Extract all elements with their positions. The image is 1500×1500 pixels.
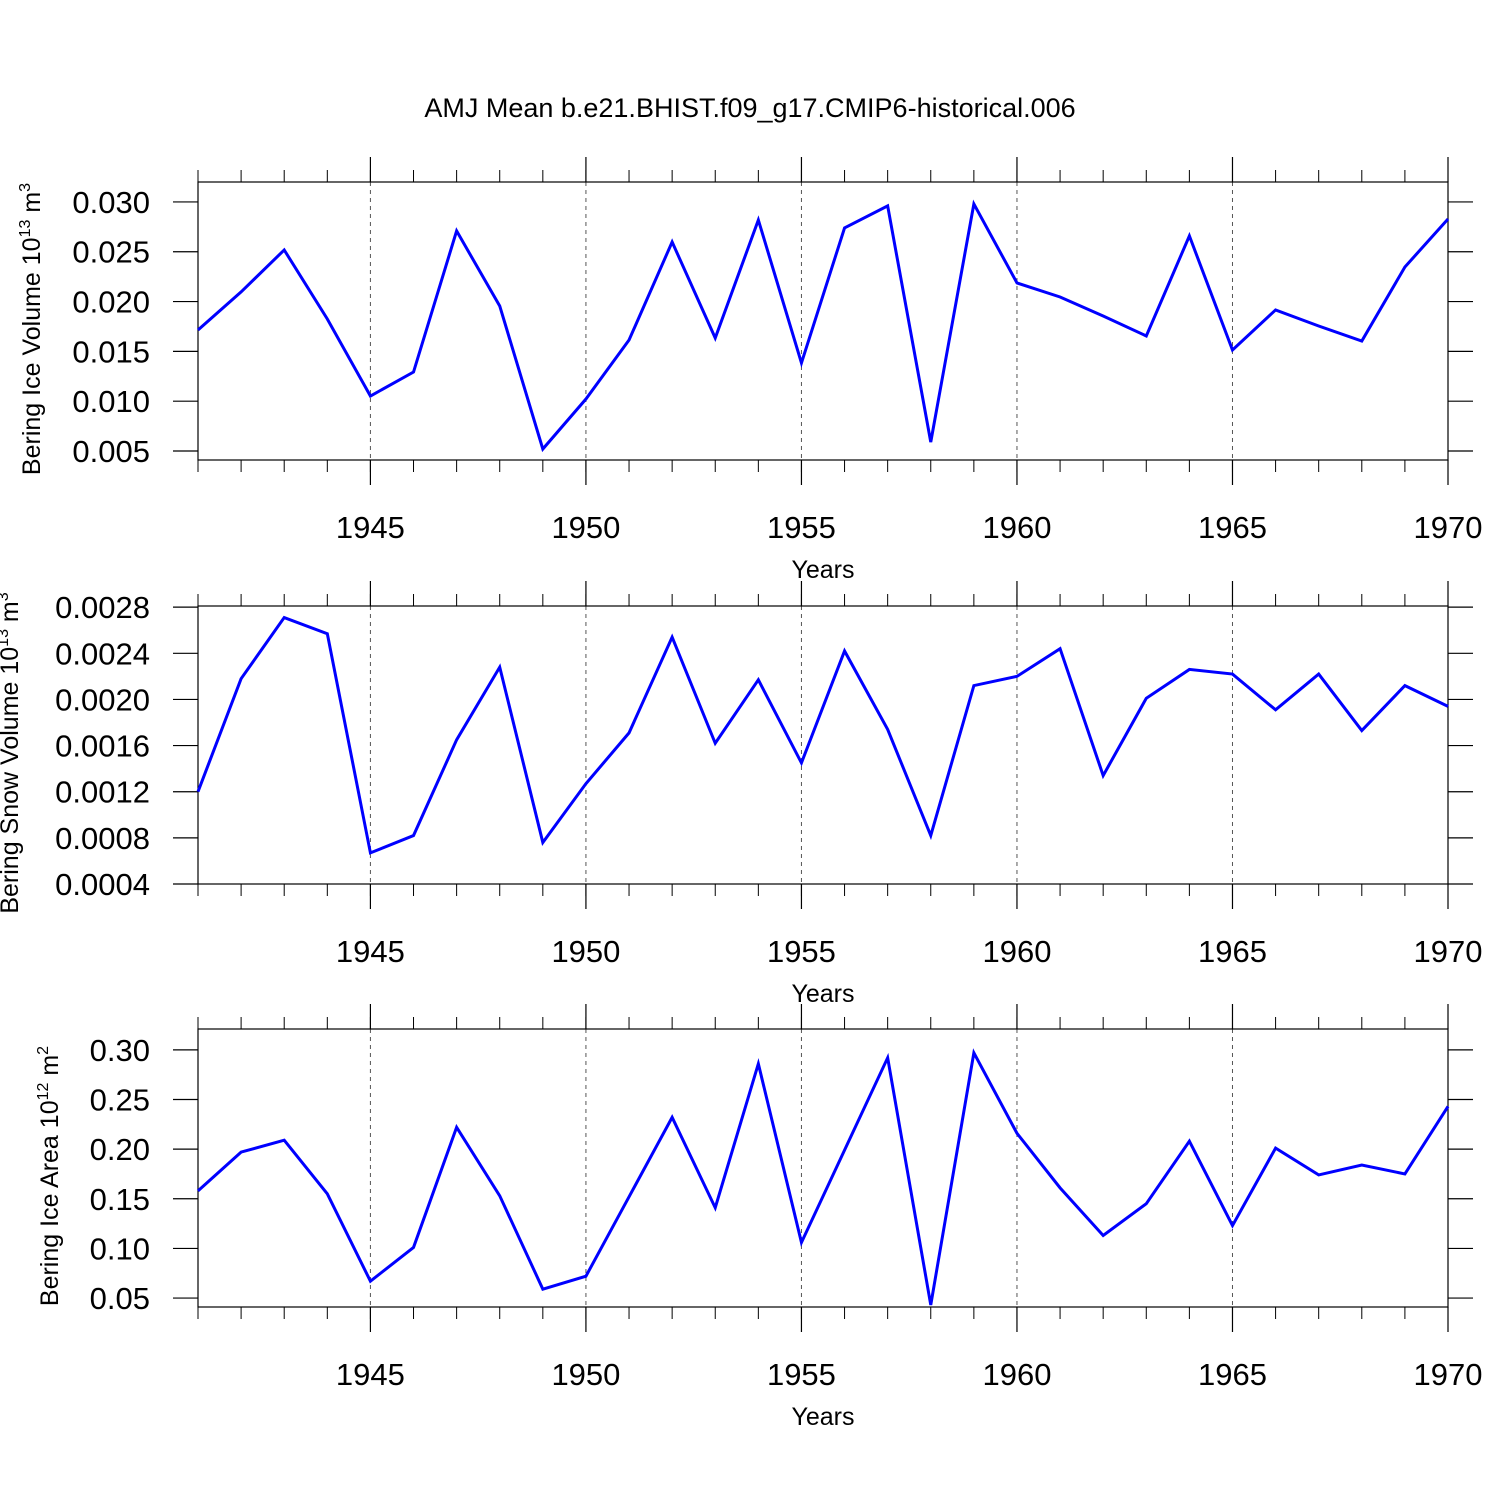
y-tick-label: 0.30: [90, 1033, 150, 1068]
y-axis-label: Bering Ice Area 1012 m2: [35, 1046, 64, 1306]
plot-frame: [197, 181, 1449, 461]
x-tick-label: 1945: [336, 934, 405, 969]
y-tick-label: 0.0004: [55, 867, 150, 902]
x-axis-label: Years: [791, 556, 854, 584]
y-axis-label-part: Bering Ice Volume 10: [18, 237, 46, 475]
x-tick-label: 1960: [982, 510, 1051, 545]
x-tick-label: 1965: [1198, 1357, 1267, 1392]
data-line: [197, 199, 1450, 453]
y-axis-label-part: Bering Snow Volume 10: [0, 647, 24, 914]
y-tick-label: 0.010: [72, 384, 150, 419]
y-tick-label: 0.0016: [55, 729, 150, 764]
plot-frame: [197, 605, 1449, 885]
x-tick-label: 1970: [1414, 510, 1483, 545]
y-axis-label-superscript: 13: [0, 629, 12, 647]
y-tick-label: 0.0024: [55, 636, 150, 671]
x-tick-label: 1945: [336, 1357, 405, 1392]
y-axis-label-part: m: [0, 601, 24, 629]
y-tick-label: 0.0028: [55, 590, 150, 625]
y-tick-label: 0.015: [72, 334, 150, 369]
x-tick-label: 1965: [1198, 934, 1267, 969]
x-tick-label: 1970: [1414, 1357, 1483, 1392]
y-tick-label: 0.020: [72, 285, 150, 320]
y-axis-label-part: m: [18, 192, 46, 220]
y-axis-label-superscript: 12: [35, 1082, 52, 1100]
y-tick-label: 0.20: [90, 1132, 150, 1167]
y-tick-label: 0.25: [90, 1082, 150, 1117]
x-tick-label: 1965: [1198, 510, 1267, 545]
y-tick-label: 0.15: [90, 1182, 150, 1217]
x-tick-label: 1945: [336, 510, 405, 545]
y-axis-label: Bering Ice Volume 1013 m3: [17, 183, 46, 475]
x-tick-label: 1960: [982, 1357, 1051, 1392]
y-tick-label: 0.10: [90, 1231, 150, 1266]
plot-frame: [197, 1028, 1449, 1308]
x-tick-label: 1955: [767, 1357, 836, 1392]
x-tick-label: 1960: [982, 934, 1051, 969]
x-tick-label: 1970: [1414, 934, 1483, 969]
data-line: [196, 615, 1449, 855]
y-axis-label: Bering Snow Volume 1013 m3: [0, 592, 24, 913]
data-line: [196, 1048, 1450, 1306]
x-tick-label: 1955: [767, 510, 836, 545]
x-axis-label: Years: [791, 1403, 854, 1431]
y-axis-label-superscript: 13: [17, 220, 34, 238]
y-tick-label: 0.0008: [55, 821, 150, 856]
x-tick-label: 1950: [551, 934, 620, 969]
y-tick-label: 0.0020: [55, 682, 150, 717]
chart-title: AMJ Mean b.e21.BHIST.f09_g17.CMIP6-histo…: [424, 93, 1075, 123]
x-tick-label: 1955: [767, 934, 836, 969]
x-tick-label: 1950: [551, 510, 620, 545]
y-axis-label-part: m: [36, 1055, 64, 1083]
y-tick-label: 0.025: [72, 235, 150, 270]
x-tick-label: 1950: [551, 1357, 620, 1392]
y-tick-label: 0.030: [72, 185, 150, 220]
y-axis-label-superscript: 3: [17, 183, 34, 192]
x-axis-label: Years: [791, 980, 854, 1008]
y-axis-label-superscript: 2: [35, 1046, 52, 1055]
y-tick-label: 0.05: [90, 1281, 150, 1316]
y-axis-label-part: Bering Ice Area 10: [36, 1100, 64, 1306]
y-axis-label-superscript: 3: [0, 592, 12, 601]
y-tick-label: 0.0012: [55, 775, 150, 810]
y-tick-label: 0.005: [72, 434, 150, 469]
